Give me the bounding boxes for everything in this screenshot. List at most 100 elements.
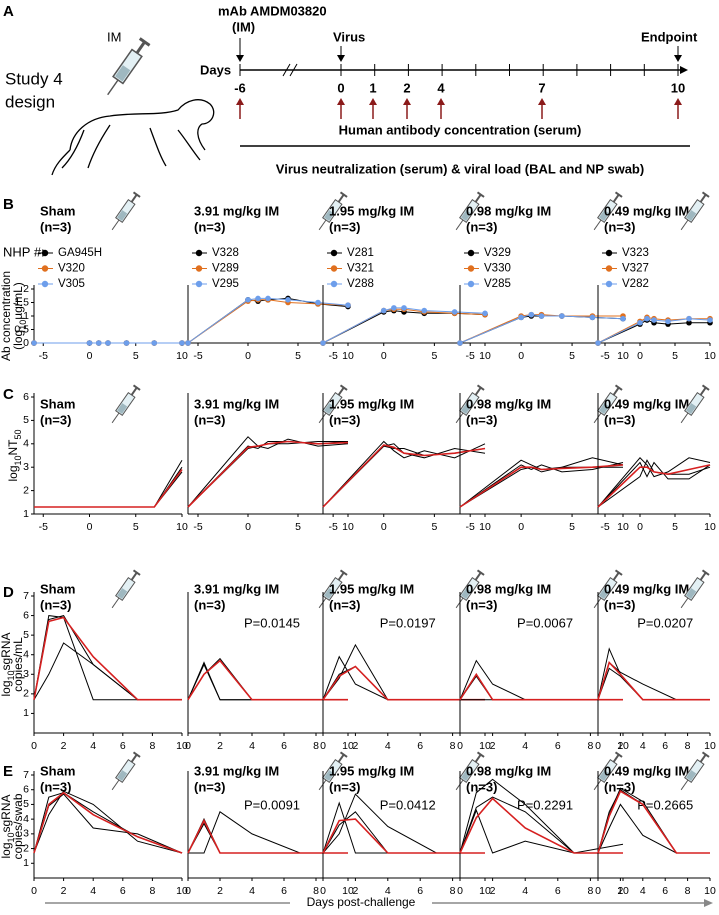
x-tick-label: -5	[39, 521, 48, 533]
x-tick-label: 0	[518, 350, 524, 362]
liquid	[117, 770, 128, 781]
x-tick-label: 0	[457, 885, 463, 897]
syringe-icon	[111, 191, 141, 231]
data-point	[345, 302, 351, 309]
series-line	[188, 811, 348, 854]
day-label: 10	[671, 80, 685, 95]
p-value: P=0.0091	[244, 797, 300, 812]
plunger-cap	[701, 569, 710, 576]
x-tick-label: 0	[31, 885, 37, 897]
data-point	[320, 340, 326, 346]
chart-title: 0.49 mg/kg IM	[604, 581, 689, 596]
x-tick-label: -5	[193, 521, 202, 533]
chart-subtitle: (n=3)	[466, 597, 497, 612]
x-tick-label: -5	[466, 521, 475, 533]
legend-label: V305	[58, 278, 85, 290]
data-point	[105, 340, 111, 346]
chart-title: 0.98 mg/kg IM	[466, 396, 551, 411]
x-tick-label: 0	[185, 885, 191, 897]
panel-label: B	[3, 196, 14, 213]
chart-title: 0.98 mg/kg IM	[466, 203, 551, 218]
needle	[680, 219, 689, 231]
plunger	[699, 194, 707, 203]
virus-label: Virus	[333, 29, 365, 44]
x-tick-label: 10	[342, 740, 354, 752]
day-label: 4	[437, 80, 445, 95]
liquid	[324, 770, 335, 781]
data-point	[451, 309, 458, 315]
chart-title: Sham	[40, 763, 75, 778]
arrow-head	[674, 55, 682, 62]
x-tick-label: 6	[120, 740, 126, 752]
data-point	[285, 297, 291, 303]
legend-label: V320	[58, 263, 85, 275]
p-value: P=0.0197	[380, 615, 436, 630]
day-label: -6	[234, 80, 246, 95]
chart-subtitle: (n=3)	[194, 779, 225, 794]
plunger-cap	[339, 569, 348, 576]
plunger-cap	[132, 191, 141, 198]
x-tick-label: 5	[133, 521, 139, 533]
legend-label: V321	[347, 263, 374, 275]
x-tick-label: 4	[640, 885, 646, 897]
x-tick-label: 2	[61, 885, 67, 897]
liquid	[686, 210, 697, 221]
y-axis-title-part: (log	[11, 330, 25, 350]
y-tick-label: 3	[23, 668, 29, 680]
x-tick-label: 4	[90, 885, 96, 897]
chart-title: 1.95 mg/kg IM	[329, 763, 414, 778]
data-point	[31, 340, 37, 346]
plunger-cap	[614, 384, 623, 391]
series-line	[597, 461, 711, 508]
y-axis-title: copies/mL	[11, 637, 25, 692]
legend-label: V285	[484, 278, 511, 290]
x-tick-label: -5	[600, 350, 609, 362]
x-tick-label: 2	[490, 740, 496, 752]
plunger	[337, 754, 345, 763]
data-point	[644, 315, 650, 322]
data-point	[651, 317, 657, 323]
y-tick-label: 6	[23, 609, 29, 621]
axis-break	[282, 63, 291, 77]
series-line	[459, 797, 623, 854]
series-line	[322, 818, 485, 854]
plunger	[474, 387, 482, 396]
chart-subtitle: (n=3)	[40, 412, 71, 427]
series-line	[459, 659, 623, 701]
x-tick-label: 10	[617, 885, 629, 897]
drug-route: (IM)	[232, 19, 255, 34]
series-line	[322, 440, 486, 508]
data-point	[391, 305, 397, 311]
syringe-icon	[680, 384, 710, 424]
series-line	[34, 471, 183, 508]
liquid	[599, 403, 610, 414]
x-tick-label: 0	[245, 350, 251, 362]
x-tick-label: 0	[245, 521, 251, 533]
data-point	[686, 319, 692, 326]
y-axis-title-part: sgRNA	[0, 632, 13, 670]
chart-title: 3.91 mg/kg IM	[194, 396, 279, 411]
x-tick-label: 5	[431, 521, 437, 533]
syringe-icon	[593, 569, 623, 609]
y-axis-title-part: NT	[6, 439, 20, 456]
barrel	[115, 576, 136, 601]
series-line	[187, 659, 348, 701]
plunger	[130, 754, 138, 763]
x-tick-label: 2	[352, 885, 358, 897]
y-axis-title-part: 50	[13, 429, 23, 439]
data-point	[185, 340, 191, 346]
y-tick-label: 3	[23, 461, 29, 473]
x-tick-label: 10	[176, 521, 188, 533]
y-axis-title: log10sgRNA	[0, 794, 16, 858]
series-line	[322, 310, 486, 344]
x-tick-label: -5	[466, 350, 475, 362]
y-tick-label: 4	[23, 438, 29, 450]
x-tick-label: 10	[176, 350, 188, 362]
x-tick-label: -5	[193, 350, 202, 362]
plunger	[699, 572, 707, 581]
p-value: P=0.0067	[517, 615, 573, 630]
legend-marker	[330, 249, 338, 257]
plunger	[612, 194, 620, 203]
barrel	[115, 391, 136, 416]
x-tick-label: 6	[281, 885, 287, 897]
